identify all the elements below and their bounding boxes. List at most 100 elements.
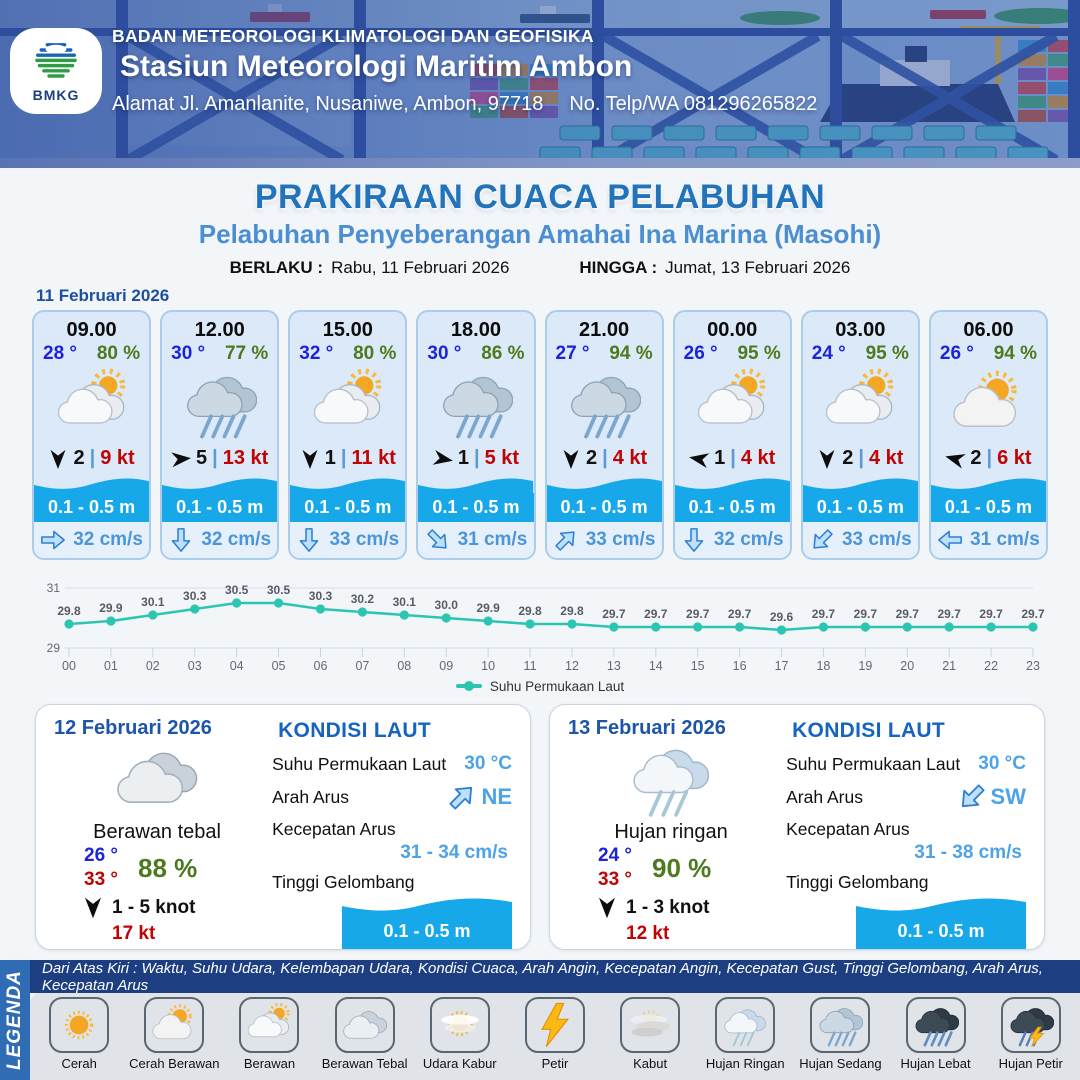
forecast-card: 15.00 32 ° 80 % 1 | 11 kt 0.1 - 0.5 m 33… (288, 310, 408, 560)
svg-text:30.0: 30.0 (435, 598, 459, 612)
forecast-card: 00.00 26 ° 95 % 1 | 4 kt 0.1 - 0.5 m 32 … (672, 310, 792, 560)
legend-weather-icon (1000, 997, 1061, 1053)
svg-text:08: 08 (397, 659, 411, 673)
legend-weather-icon (810, 997, 871, 1053)
svg-text:29.7: 29.7 (979, 607, 1003, 621)
current-direction-icon (40, 528, 66, 552)
wind-force: 1 (457, 447, 469, 469)
legend-item-label: Kabut (633, 1056, 668, 1071)
wind-force: 2 (842, 447, 854, 469)
legend-item: Hujan Lebat (890, 997, 982, 1071)
sea-conditions-column: KONDISI LAUT Suhu Permukaan Laut 30 °C A… (774, 717, 1026, 949)
svg-text:30.1: 30.1 (141, 595, 165, 609)
svg-text:30.2: 30.2 (351, 592, 375, 606)
weather-icon (568, 736, 774, 820)
gust-speed: 12 kt (626, 923, 670, 944)
svg-text:16: 16 (733, 659, 747, 673)
legend-weather-icon (239, 997, 300, 1053)
current-row: 32 cm/s (162, 522, 278, 558)
weather-icon (931, 365, 1046, 444)
current-speed-value: 31 - 38 cm/s (914, 842, 1022, 863)
wind-direction-icon (82, 895, 104, 920)
address-line: Alamat Jl. Amanlanite, Nusaniwe, Ambon, … (112, 93, 817, 116)
current-direction-icon (937, 528, 963, 552)
svg-text:15: 15 (691, 659, 705, 673)
svg-text:29.7: 29.7 (1021, 607, 1045, 621)
legend-weather-icon (334, 997, 395, 1053)
humidity: 95 % (865, 343, 909, 364)
svg-text:11: 11 (524, 659, 537, 673)
wind-row: 2 | 6 kt (931, 444, 1046, 474)
temp-humidity-row: 30 ° 86 % (418, 342, 533, 365)
wind-speed: 5 kt (484, 447, 520, 469)
legend-item: Berawan Tebal (319, 997, 411, 1071)
svg-text:29.9: 29.9 (99, 601, 123, 615)
separator: | (473, 447, 480, 469)
bmkg-logo-text: BMKG (32, 86, 80, 103)
daily-date: 12 Februari 2026 (54, 717, 212, 739)
wave-label: Tinggi Gelombang (272, 872, 415, 892)
time-label: 18.00 (450, 319, 501, 341)
svg-text:29.8: 29.8 (518, 604, 542, 618)
bmkg-logo: BMKG (10, 28, 102, 114)
current-speed-row: Kecepatan Arus (272, 819, 512, 840)
wave-crest-graphic (290, 473, 406, 494)
svg-text:02: 02 (146, 659, 160, 673)
forecast-card: 09.00 28 ° 80 % 2 | 9 kt 0.1 - 0.5 m 32 … (32, 310, 152, 560)
humidity: 90 % (652, 852, 712, 883)
svg-text:29.7: 29.7 (602, 607, 626, 621)
svg-text:22: 22 (984, 659, 998, 673)
wind-row: 2 | 4 kt (547, 444, 662, 474)
svg-text:10: 10 (481, 659, 495, 673)
temp-humidity-row: 26 ° 95 % (675, 342, 790, 365)
time-label: 09.00 (66, 319, 117, 341)
current-row: 33 cm/s (546, 522, 662, 558)
sst-label: Suhu Permukaan Laut (786, 753, 961, 774)
current-speed: 33 cm/s (585, 529, 656, 551)
legend-weather-icon (905, 997, 966, 1053)
svg-text:29.7: 29.7 (937, 607, 961, 621)
temp-max: 33 ° (598, 869, 633, 890)
current-direction-icon (682, 527, 706, 553)
wind-row: 2 | 4 kt (803, 444, 918, 474)
temp-humidity-row: 27 ° 94 % (547, 342, 662, 365)
daily-weather-column: 12 Februari 2026 Berawan tebal 26 ° 33 °… (54, 717, 260, 944)
current-speed: 31 cm/s (970, 529, 1040, 551)
wave-height: 0.1 - 0.5 m (930, 493, 1046, 523)
wind-force: 2 (585, 447, 598, 469)
wind-range: 1 - 5 knot (112, 896, 196, 918)
wave-height: 0.1 - 0.5 m (546, 493, 662, 523)
daily-weather-column: 13 Februari 2026 Hujan ringan 24 ° 33 ° … (568, 717, 774, 944)
current-speed: 32 cm/s (201, 529, 272, 551)
current-speed: 31 cm/s (457, 529, 528, 551)
temperature: 26 ° (939, 343, 974, 364)
sea-title: KONDISI LAUT (278, 719, 432, 742)
svg-text:30.3: 30.3 (183, 589, 207, 603)
svg-text:29.8: 29.8 (57, 604, 81, 618)
legend-side-label: LEGENDA (0, 960, 30, 1080)
sst-row: Suhu Permukaan Laut 30 °C (786, 753, 1026, 775)
current-row: 32 cm/s (34, 522, 150, 558)
current-row: 31 cm/s (418, 522, 534, 558)
daily-forecast-card: 12 Februari 2026 Berawan tebal 26 ° 33 °… (35, 704, 531, 950)
daily-forecast-card: 13 Februari 2026 Hujan ringan 24 ° 33 ° … (549, 704, 1045, 950)
wind-force: 1 (714, 447, 726, 469)
wave-crest-graphic (930, 473, 1046, 494)
svg-text:29.7: 29.7 (728, 607, 752, 621)
temperature: 26 ° (683, 343, 718, 364)
svg-text:21: 21 (942, 659, 956, 673)
daily-date: 13 Februari 2026 (568, 717, 726, 739)
chart-legend: Suhu Permukaan Laut (35, 676, 1045, 696)
wave-crest-graphic (546, 473, 662, 494)
weather-icon (290, 365, 405, 444)
current-dir-value: SW (957, 783, 1026, 811)
svg-text:00: 00 (62, 659, 76, 673)
wave-graphic: 0.1 - 0.5 m (342, 895, 512, 949)
svg-text:29: 29 (47, 641, 61, 655)
legend-dot-icon (463, 681, 474, 691)
sea-conditions-column: KONDISI LAUT Suhu Permukaan Laut 30 °C A… (260, 717, 512, 949)
daily-summary-row: 12 Februari 2026 Berawan tebal 26 ° 33 °… (35, 704, 1045, 950)
current-dir-label: Arah Arus (786, 786, 863, 807)
sst-value: 30 °C (978, 753, 1026, 774)
